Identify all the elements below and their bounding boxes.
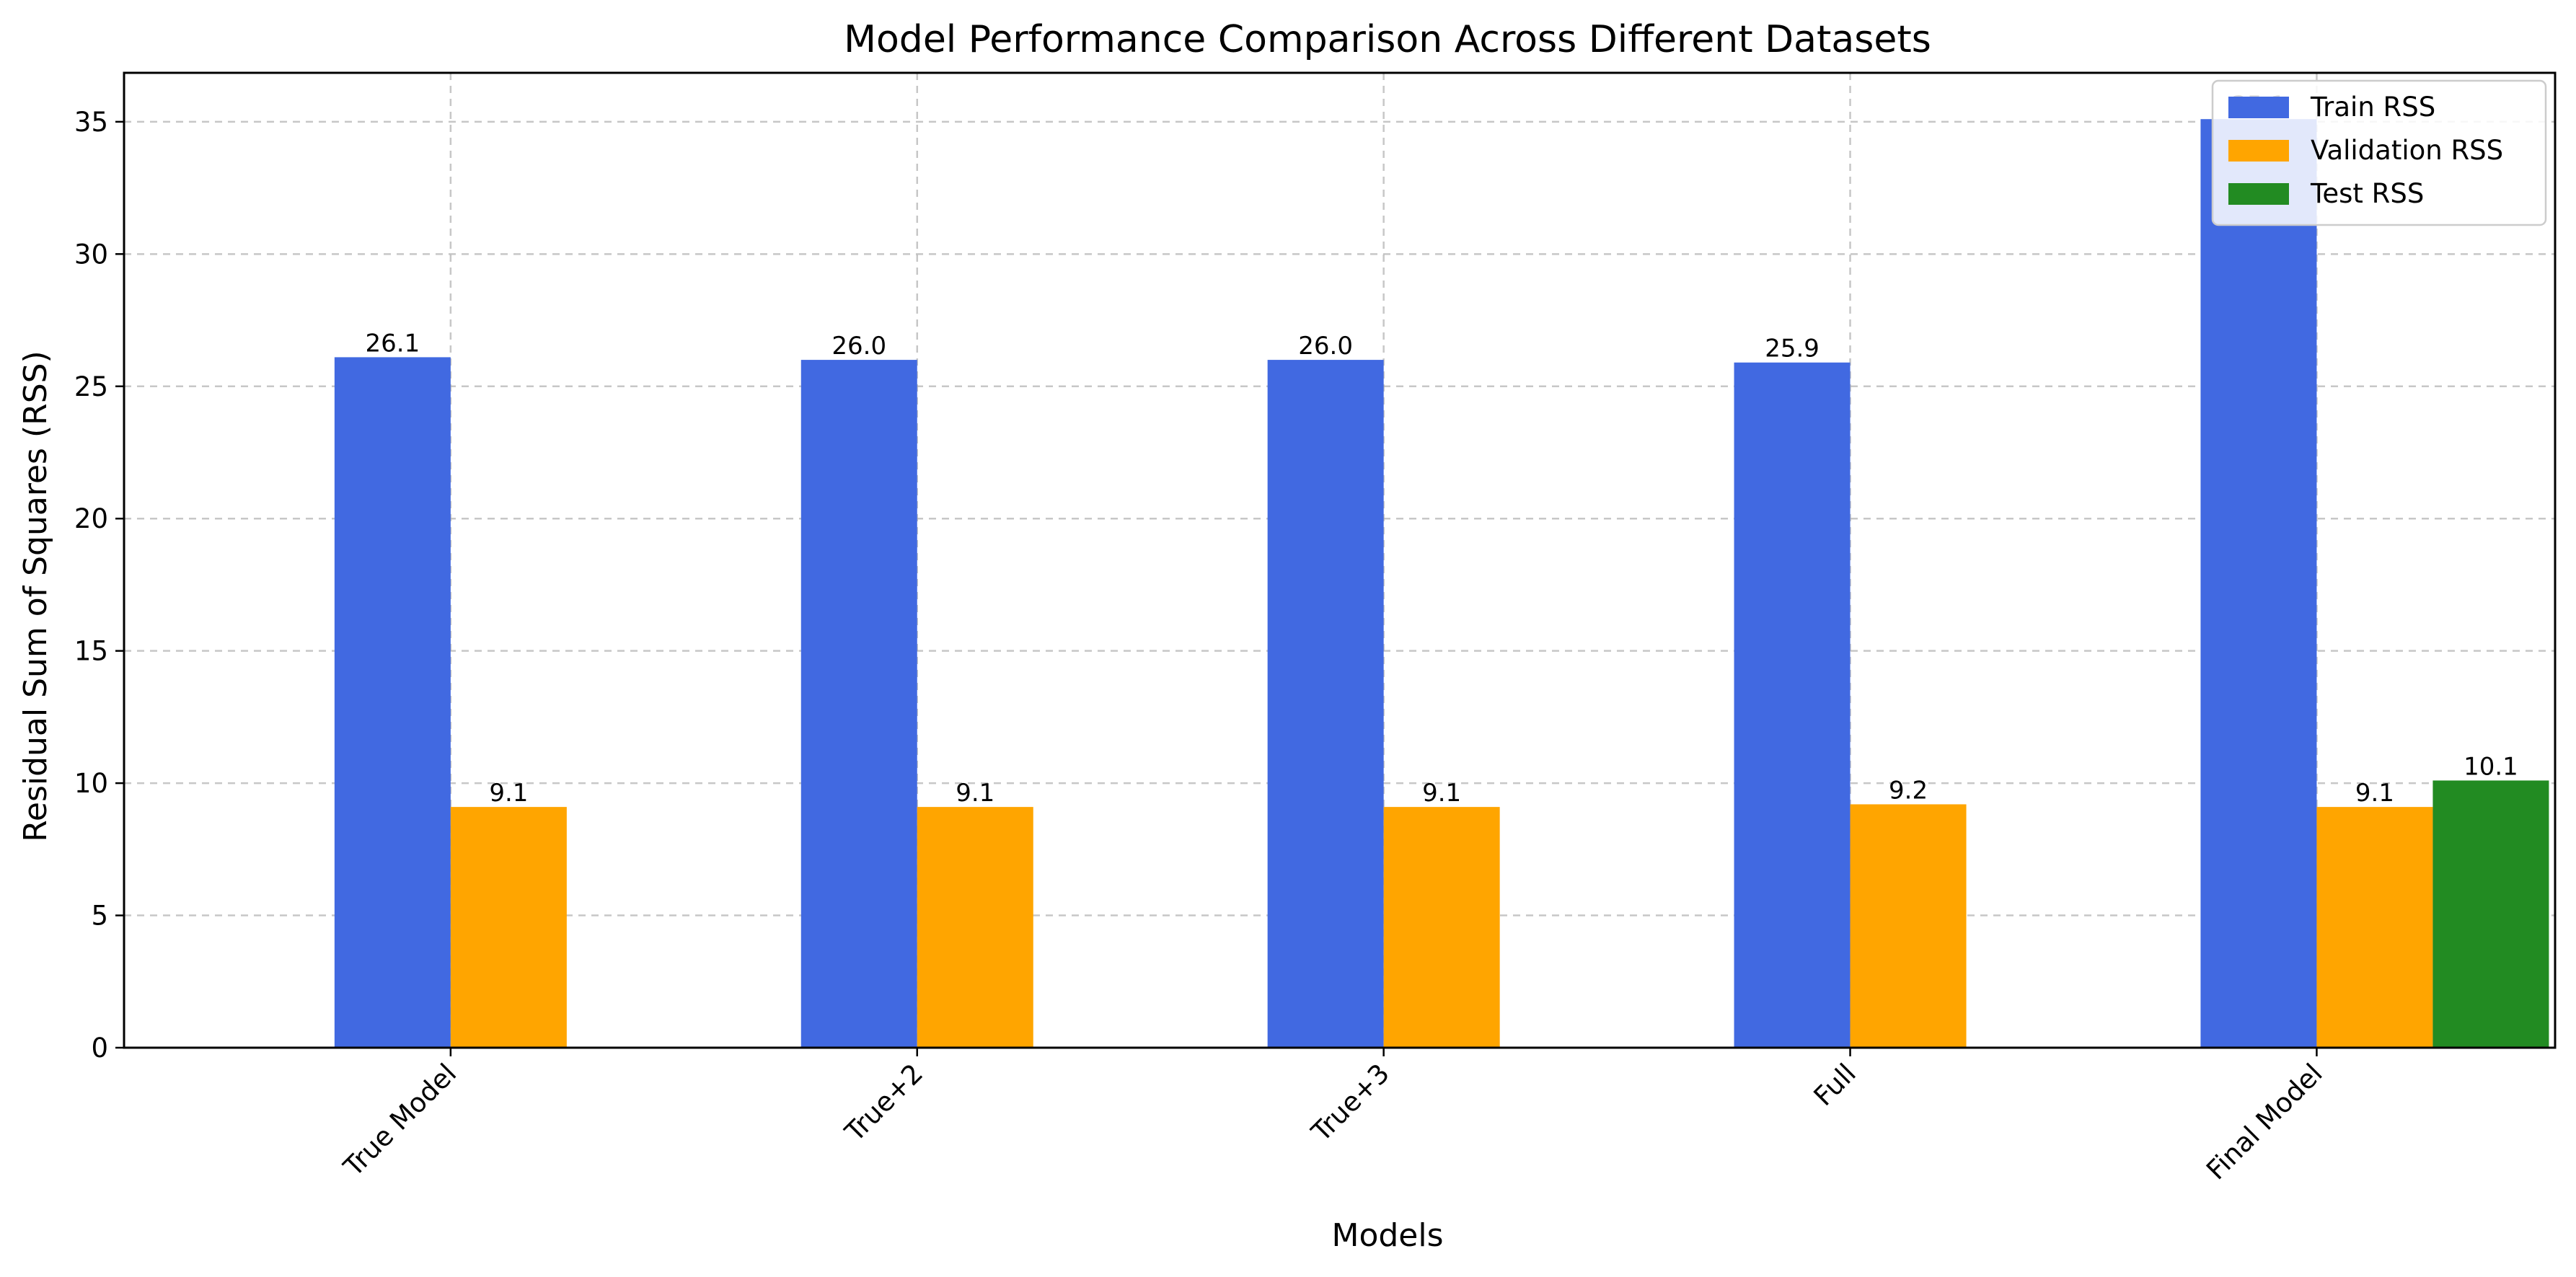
bar-validation-rss (1383, 807, 1500, 1048)
bar-train-rss (800, 360, 917, 1048)
legend-label: Validation RSS (2311, 135, 2503, 166)
y-tick-label: 0 (91, 1033, 108, 1064)
bar-train-rss (1734, 362, 1851, 1048)
bar-train-rss (1267, 360, 1384, 1048)
bar-value-label: 26.0 (1298, 332, 1353, 361)
plot-area-frame (123, 71, 2557, 1049)
bar-value-label: 9.2 (1889, 776, 1928, 805)
y-tick-label: 15 (74, 636, 108, 667)
bar-validation-rss (917, 807, 1033, 1048)
bar-validation-rss (1850, 804, 1967, 1048)
legend-swatch (2228, 97, 2289, 118)
bar-value-label: 9.1 (1422, 779, 1461, 808)
bar-value-label: 9.1 (489, 779, 528, 808)
bar-value-label: 25.9 (1765, 335, 1819, 363)
x-axis-label: Models (1331, 1217, 1443, 1254)
legend: Train RSS Validation RSS Test RSS (2211, 79, 2547, 226)
legend-label: Test RSS (2310, 178, 2424, 209)
y-tick-label: 10 (74, 768, 108, 799)
y-tick-label: 5 (91, 901, 108, 932)
y-tick-label: 25 (74, 371, 108, 402)
y-tick-label: 30 (74, 239, 108, 270)
bar-validation-rss (2316, 807, 2433, 1048)
y-tick-label: 35 (74, 107, 108, 138)
y-axis: 0 5 10 15 20 25 30 35 (74, 107, 124, 1064)
bar-value-label: 9.1 (956, 779, 994, 808)
y-axis-label: Residual Sum of Squares (RSS) (17, 350, 54, 841)
y-tick-label: 20 (74, 503, 108, 534)
bar-value-label: 9.1 (2355, 779, 2394, 808)
data-labels: 26.126.026.025.935.19.19.19.19.29.110.1 (366, 91, 2518, 808)
bar-value-label: 26.1 (366, 329, 420, 358)
legend-box (2211, 79, 2547, 226)
bar-value-label: 10.1 (2463, 752, 2518, 781)
legend-swatch (2228, 140, 2289, 162)
legend-swatch (2228, 183, 2289, 205)
chart-title: Model Performance Comparison Across Diff… (844, 18, 1931, 61)
bar-train-rss (334, 357, 451, 1048)
bar-train-rss (2200, 119, 2317, 1048)
bar-validation-rss (450, 807, 567, 1048)
legend-label: Train RSS (2310, 92, 2435, 123)
bar-test-rss (2432, 780, 2549, 1048)
bar-value-label: 26.0 (832, 332, 886, 361)
bars (334, 119, 2549, 1048)
